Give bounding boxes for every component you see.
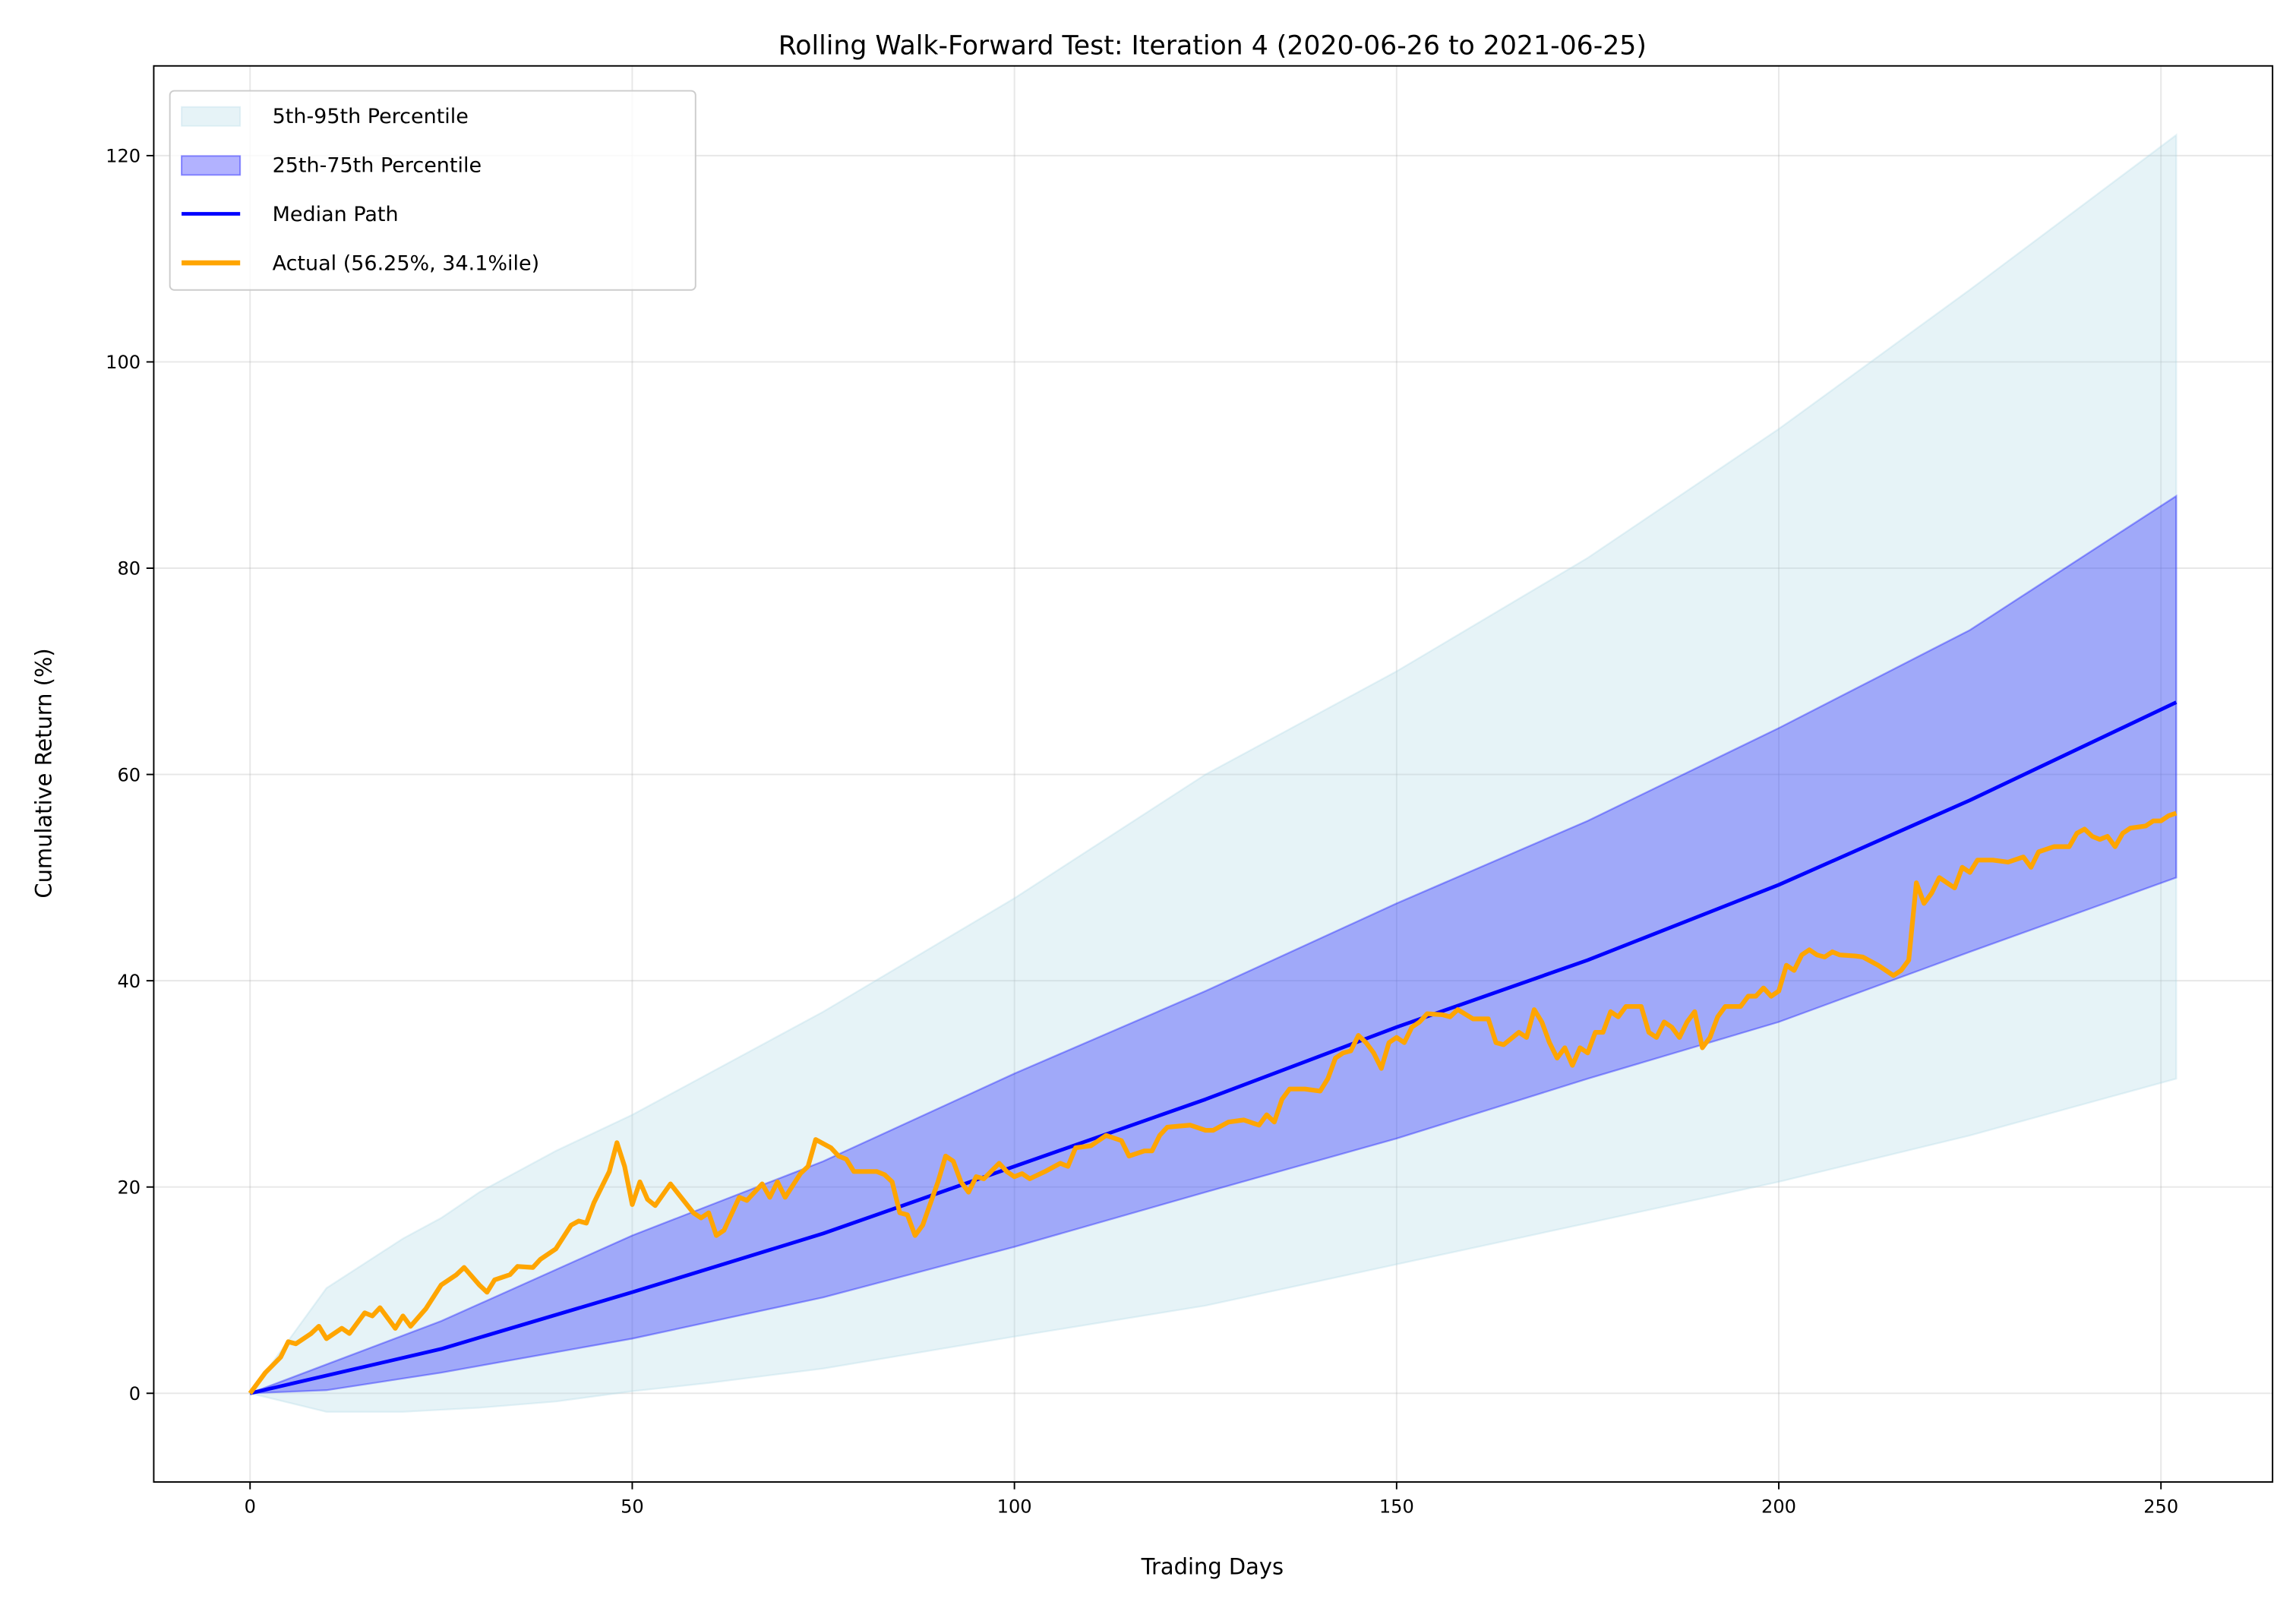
- y-tick-label: 20: [117, 1177, 141, 1198]
- y-tick-label: 40: [117, 971, 141, 992]
- legend-item-25-75: 25th-75th Percentile: [181, 154, 482, 178]
- x-tick-label: 50: [621, 1496, 644, 1518]
- legend-label: 5th-95th Percentile: [273, 105, 469, 128]
- x-axis-label: Trading Days: [1141, 1554, 1284, 1580]
- band-25-75: [249, 494, 2178, 1395]
- legend-item-median: Median Path: [182, 203, 399, 226]
- legend-label: Median Path: [273, 203, 399, 226]
- x-tick-label: 100: [997, 1496, 1032, 1518]
- ticks: 0 50 100 150 200 250 0 20 40 60 80 100 120: [106, 146, 2178, 1518]
- legend-item-actual: Actual (56.25%, 34.1%ile): [182, 252, 539, 276]
- legend-label: Actual (56.25%, 34.1%ile): [273, 252, 540, 276]
- x-tick-label: 150: [1379, 1496, 1414, 1518]
- x-tick-label: 250: [2143, 1496, 2178, 1518]
- legend-swatch: [181, 155, 242, 176]
- legend-item-5-95: 5th-95th Percentile: [181, 105, 469, 128]
- series-lines: [248, 700, 2178, 1395]
- actual-line: [248, 810, 2178, 1395]
- grid: [153, 65, 2273, 1483]
- legend-swatch: [181, 106, 242, 127]
- y-tick-label: 80: [117, 558, 141, 580]
- percentile-bands: [248, 133, 2178, 1413]
- y-axis-label: Cumulative Return (%): [30, 648, 56, 898]
- legend-box: [169, 90, 696, 291]
- chart-title: Rolling Walk-Forward Test: Iteration 4 (…: [778, 30, 1647, 61]
- legend: 5th-95th Percentile 25th-75th Percentile M…: [169, 90, 696, 291]
- y-tick-label: 60: [117, 764, 141, 785]
- y-tick-label: 120: [106, 146, 141, 167]
- band-5-95: [248, 133, 2178, 1413]
- x-tick-label: 0: [245, 1496, 256, 1518]
- y-tick-label: 100: [106, 352, 141, 373]
- y-tick-label: 0: [129, 1383, 141, 1404]
- x-tick-label: 200: [1761, 1496, 1796, 1518]
- median-line: [249, 700, 2178, 1395]
- legend-label: 25th-75th Percentile: [273, 154, 482, 178]
